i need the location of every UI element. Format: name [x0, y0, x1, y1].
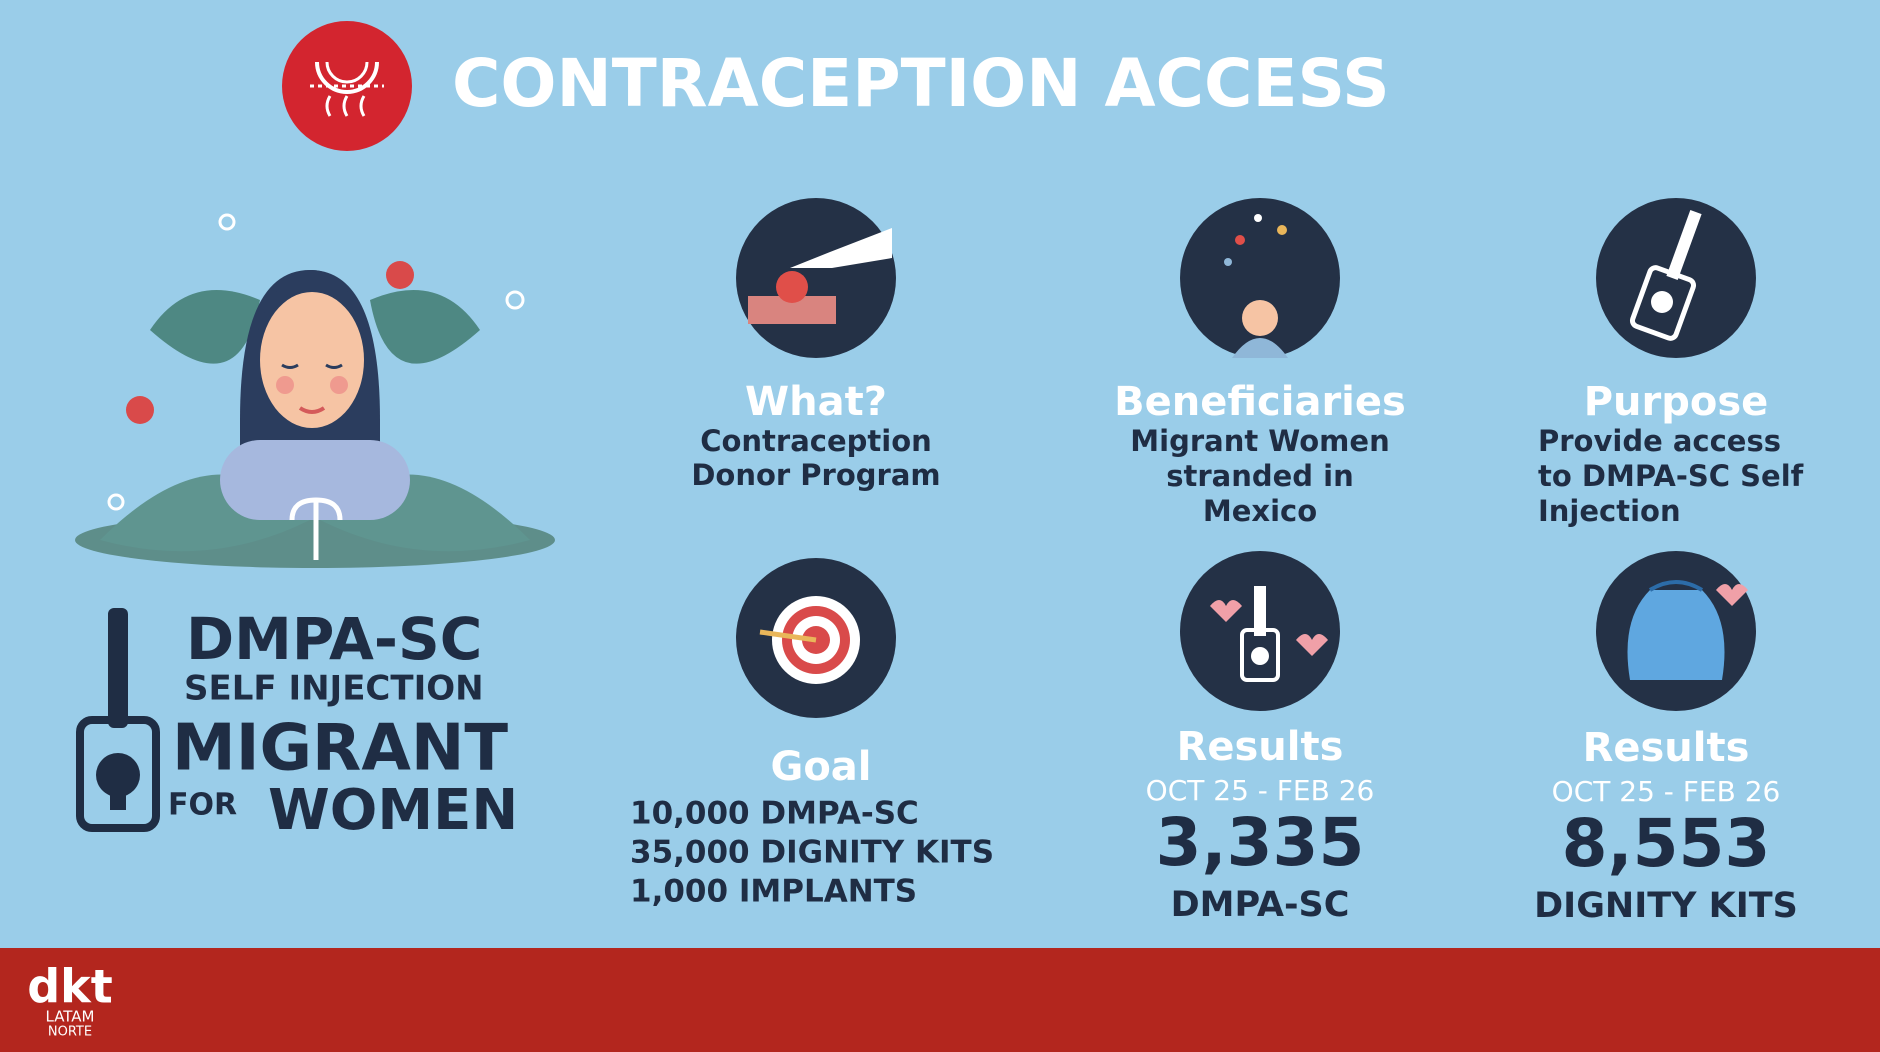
card-period: OCT 25 - FEB 26: [1552, 775, 1781, 808]
card-text: Donor Program: [691, 458, 940, 492]
card-title: Results: [1583, 725, 1750, 771]
card-text: Provide access: [1538, 424, 1781, 458]
card-unit: DIGNITY KITS: [1534, 886, 1798, 926]
campaign-line: MIGRANT: [172, 712, 508, 786]
footer-logo-line: NORTE: [48, 1025, 92, 1040]
card-text: 1,000 IMPLANTS: [630, 874, 917, 910]
card-text: 35,000 DIGNITY KITS: [630, 835, 994, 871]
injector-icon: [76, 608, 160, 832]
card-figure: 8,553: [1562, 805, 1771, 882]
card-title: Beneficiaries: [1114, 379, 1406, 425]
footer: [0, 948, 1880, 1052]
card-text: Mexico: [1203, 494, 1317, 528]
illustration: [75, 213, 555, 568]
card-unit: DMPA-SC: [1171, 885, 1350, 925]
card-text: stranded in: [1166, 459, 1354, 493]
campaign-line: WOMEN: [268, 778, 518, 843]
icon-beneficiaries: [1180, 198, 1340, 358]
header-badge: [282, 21, 412, 151]
card-text: Contraception: [700, 424, 932, 458]
card-text: 10,000 DMPA-SC: [630, 796, 919, 832]
footer-logo-line: LATAM: [46, 1008, 95, 1026]
campaign-line: SELF INJECTION: [184, 669, 484, 709]
card-figure: 3,335: [1156, 804, 1365, 881]
footer-logo: dkt: [27, 960, 113, 1014]
card-text: to DMPA-SC Self: [1538, 459, 1804, 493]
title: CONTRACEPTION ACCESS: [452, 45, 1390, 122]
icon-results-kits: [1596, 551, 1756, 711]
card-title: Goal: [770, 744, 871, 790]
icon-purpose: [1596, 198, 1756, 358]
card-period: OCT 25 - FEB 26: [1146, 774, 1375, 807]
campaign-line: FOR: [168, 788, 237, 823]
card-text: Migrant Women: [1130, 424, 1389, 458]
campaign-line: DMPA-SC: [186, 605, 482, 673]
card-text: Injection: [1538, 494, 1681, 528]
card-title: Purpose: [1584, 379, 1769, 425]
card-title: Results: [1177, 724, 1344, 770]
icon-what: [736, 198, 896, 358]
card-title: What?: [745, 379, 887, 425]
icon-results-dmpa: [1180, 551, 1340, 711]
icon-goal: [736, 558, 896, 718]
